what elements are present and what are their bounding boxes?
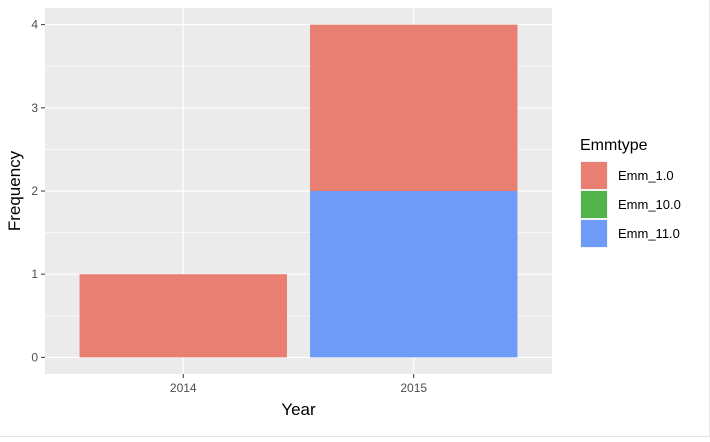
legend-swatch-Emm_1.0 [581, 162, 607, 189]
legend-label: Emm_11.0 [618, 226, 680, 241]
bar-Emm_11.0-2015 [310, 191, 518, 358]
x-axis-ticks: 2014 2015 [170, 374, 427, 395]
y-tick-label: 0 [31, 350, 38, 364]
legend-label: Emm_1.0 [618, 168, 674, 183]
x-tick-label: 2014 [170, 381, 197, 395]
x-axis-title: Year [281, 400, 316, 419]
legend-swatch-Emm_11.0 [581, 220, 607, 247]
y-tick-label: 3 [31, 101, 38, 115]
legend-swatch-Emm_10.0 [581, 191, 607, 218]
y-tick-label: 2 [31, 184, 38, 198]
y-tick-label: 1 [31, 267, 38, 281]
legend: Emmtype Emm_1.0 Emm_10.0 Emm_11.0 [580, 137, 681, 248]
legend-title: Emmtype [580, 137, 648, 154]
y-axis-title: Frequency [5, 150, 24, 231]
bar-Emm_1.0-2015 [310, 24, 518, 191]
y-tick-label: 4 [31, 18, 38, 32]
y-axis-ticks: 0 1 2 3 4 [31, 18, 45, 364]
bars [79, 24, 518, 358]
bar-Emm_1.0-2014 [79, 274, 287, 358]
legend-label: Emm_10.0 [618, 197, 681, 212]
x-tick-label: 2015 [400, 381, 427, 395]
